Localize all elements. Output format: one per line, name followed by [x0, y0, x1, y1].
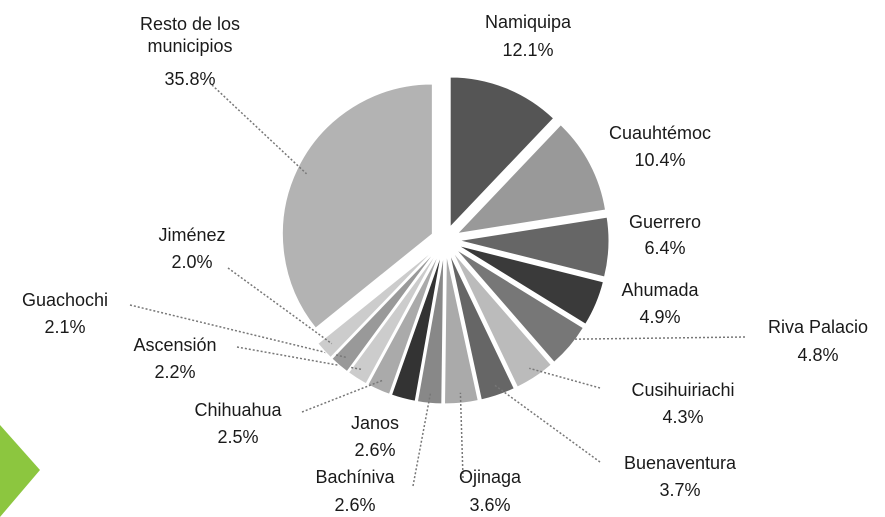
- slice-value-label: 10.4%: [634, 150, 686, 170]
- slice-value-label: 2.5%: [217, 427, 259, 447]
- pie-slice: [458, 216, 610, 278]
- pie-slice: [281, 83, 433, 329]
- slice-value-label: 2.1%: [44, 317, 86, 337]
- pie-slice: [390, 253, 442, 402]
- slice-label: Ojinaga: [458, 467, 522, 487]
- decoration: [0, 425, 40, 517]
- slice-value-label: 4.8%: [797, 345, 839, 365]
- slice-label: Guachochi: [21, 290, 109, 310]
- slice-label: Janos: [350, 413, 400, 433]
- pie-slice: [367, 252, 440, 395]
- pie-slice: [416, 253, 445, 405]
- slice-value-label: 35.8%: [164, 69, 216, 89]
- pie-slice: [347, 251, 438, 385]
- leader-line: [227, 267, 333, 345]
- slice-label: Resto de los municipios: [139, 14, 241, 56]
- slice-value-label: 12.1%: [502, 40, 554, 60]
- pie-slice: [455, 248, 585, 363]
- slice-label: Cusihuiriachi: [631, 380, 735, 400]
- slice-label: Riva Palacio: [767, 317, 869, 337]
- pie-slice: [457, 244, 605, 325]
- slice-value-label: 2.6%: [334, 495, 376, 515]
- leader-line: [211, 84, 308, 175]
- slice-label: Namiquipa: [484, 12, 572, 32]
- leader-line: [236, 346, 363, 371]
- pie-slice: [452, 251, 552, 388]
- slice-value-label: 2.0%: [171, 252, 213, 272]
- slice-label: Bachíniva: [315, 467, 395, 487]
- slice-label: Buenaventura: [623, 453, 737, 473]
- slice-label: Cuauhtémoc: [608, 123, 712, 143]
- leader-line: [412, 392, 432, 487]
- pie-slice: [444, 253, 479, 405]
- leader-line: [494, 384, 601, 463]
- slice-value-label: 6.4%: [644, 238, 686, 258]
- slice-value-label: 2.6%: [354, 440, 396, 460]
- pie-slice: [317, 249, 436, 359]
- slice-label: Jiménez: [158, 225, 226, 245]
- pie-slice: [449, 253, 515, 401]
- slice-label: Chihuahua: [194, 400, 282, 420]
- slice-value-label: 3.7%: [659, 480, 701, 500]
- slice-label: Ascensión: [133, 335, 217, 355]
- slice-value-label: 4.9%: [639, 307, 681, 327]
- slice-value-label: 2.2%: [154, 362, 196, 382]
- leader-line: [562, 336, 746, 341]
- pie-slice: [331, 250, 437, 373]
- slice-value-label: 3.6%: [469, 495, 511, 515]
- leader-line: [301, 379, 383, 413]
- slice-value-label: 4.3%: [662, 407, 704, 427]
- pie-slice: [456, 124, 607, 235]
- leader-line: [529, 367, 601, 389]
- leader-line: [129, 304, 347, 359]
- slice-label: Guerrero: [628, 212, 702, 232]
- slice-label: Ahumada: [621, 280, 699, 300]
- pie-slice: [449, 76, 555, 229]
